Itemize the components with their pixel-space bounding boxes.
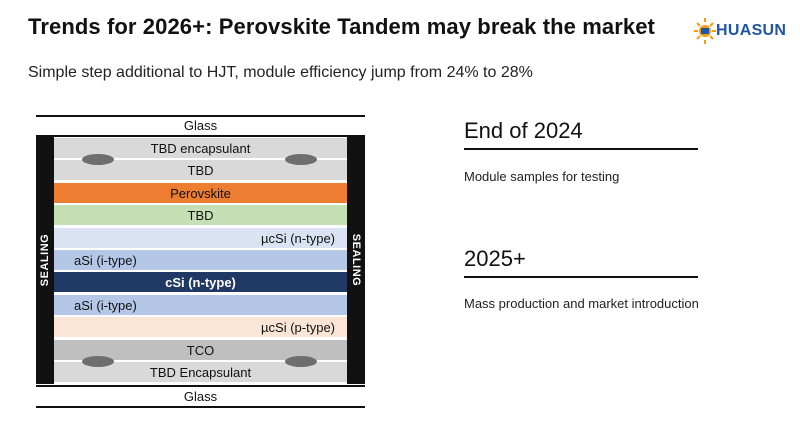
encapsulant-bead-top-right [285,154,317,165]
milestone-underline [464,148,698,150]
bottom-glass-label: Glass [183,389,218,404]
top-glass-line [36,115,365,117]
slide-subtitle: Simple step additional to HJT, module ef… [28,64,533,81]
sealing-left-bar [36,136,54,384]
sealing-right-label: SEALING [350,233,362,287]
layer-tbd-green: TBD [54,205,347,226]
encapsulant-bead-bottom-left [82,356,114,367]
milestone-text: Mass production and market introduction [464,296,699,311]
layer-ucsi-p: µcSi (p-type) [54,317,347,338]
top-glass-line-bottom [36,135,365,137]
layer-tbd-encapsulant-top: TBD encapsulant [54,138,347,159]
bottom-glass-line-top [36,385,365,387]
layer-asi-i-bottom: aSi (i-type) [54,295,347,316]
layer-tco: TCO [54,340,347,361]
layer-ucsi-n: µcSi (n-type) [54,228,347,249]
sealing-left-label: SEALING [39,233,51,287]
layer-csi-n: cSi (n-type) [54,272,347,293]
milestone-underline [464,276,698,278]
huasun-logo: HUASUN [694,14,787,48]
sealing-right-bar [347,136,365,384]
slide-title: Trends for 2026+: Perovskite Tandem may … [28,14,655,39]
milestone-heading: End of 2024 [464,118,583,143]
bottom-glass-line [36,406,365,408]
encapsulant-bead-bottom-right [285,356,317,367]
encapsulant-bead-top-left [82,154,114,165]
milestone-heading: 2025+ [464,246,526,271]
layer-tbd-encapsulant-bottom: TBD Encapsulant [54,362,347,383]
logo-text: HUASUN [716,22,787,39]
milestone-text: Module samples for testing [464,169,620,184]
top-glass-label: Glass [183,118,218,133]
layer-perovskite: Perovskite [54,183,347,204]
sun-icon [694,18,716,44]
layer-asi-i-top: aSi (i-type) [54,250,347,271]
layer-tbd-top: TBD [54,160,347,181]
